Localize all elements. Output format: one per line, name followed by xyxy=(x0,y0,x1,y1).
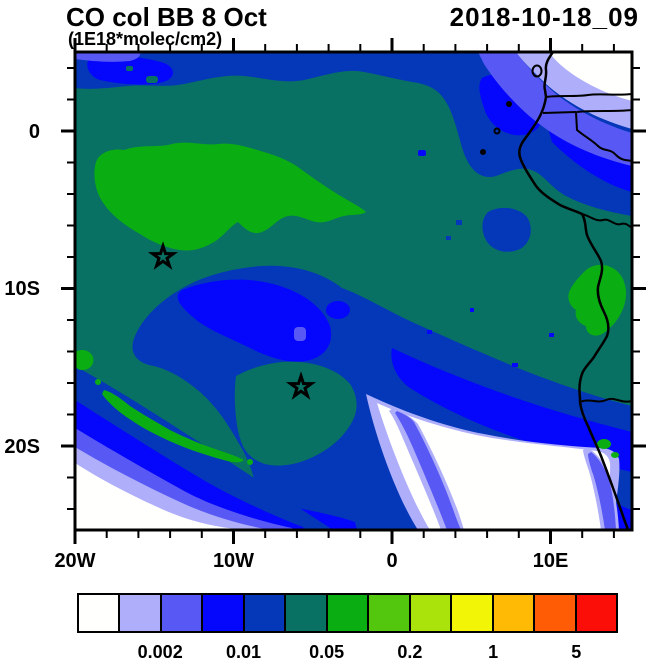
colorbar-swatch xyxy=(367,593,411,633)
tick-marks xyxy=(67,44,640,538)
speck xyxy=(247,459,253,465)
colorbar-swatch xyxy=(408,593,453,633)
contour-region-east-band-blue-core xyxy=(391,348,632,472)
speck xyxy=(418,150,426,156)
contour-region-sw-white xyxy=(75,463,250,530)
speck xyxy=(611,452,619,458)
colorbar-swatch xyxy=(491,593,536,633)
colorbar-swatch xyxy=(77,593,121,633)
island-icon xyxy=(493,127,501,135)
colorbar-swatch xyxy=(450,593,494,633)
speck xyxy=(512,363,518,367)
island-outlines xyxy=(480,64,543,155)
speck xyxy=(446,236,451,240)
plot-title: CO col BB 8 Oct xyxy=(66,2,267,32)
star-marker-icon xyxy=(285,371,317,400)
colorbar-swatch xyxy=(574,593,619,633)
contour-region-swirl-teal-tongue xyxy=(234,361,357,466)
contour-region-coastal-streak xyxy=(588,452,616,530)
colorbar-swatch xyxy=(284,593,328,633)
speck xyxy=(597,439,611,449)
colorbar-label: 0.01 xyxy=(225,642,262,662)
island-icon xyxy=(506,101,512,107)
border-line xyxy=(542,111,632,162)
y-tick-label: 0 xyxy=(29,121,40,143)
colorbar-swatch xyxy=(533,593,577,633)
contour-region-coastal-green xyxy=(568,264,626,336)
x-tick-label: 0 xyxy=(386,550,397,572)
island-icon xyxy=(480,149,486,155)
contour-region-swirl-blue-bump xyxy=(326,301,350,319)
colorbar xyxy=(77,593,619,633)
colorbar-label: 0.2 xyxy=(397,642,423,662)
map-frame xyxy=(73,50,634,532)
axis-ticks xyxy=(61,38,646,544)
colorbar-label: 5 xyxy=(571,642,582,662)
colorbar-label: 0.002 xyxy=(137,642,183,662)
colorbar-swatch xyxy=(118,593,162,633)
y-tick-label: 10S xyxy=(4,278,40,300)
x-tick-label: 10W xyxy=(213,550,254,572)
border-line xyxy=(579,397,632,403)
coastline xyxy=(518,52,630,530)
contour-region-sw-green-streak xyxy=(102,390,244,463)
speck xyxy=(294,327,306,341)
star-marker-icon xyxy=(147,241,179,270)
speck xyxy=(470,308,474,312)
contour-region-top-left-periwinkle xyxy=(75,52,141,62)
contour-region-swirl-blue-core xyxy=(177,279,332,362)
contour-region-east-patch xyxy=(482,207,531,252)
colorbar-swatch xyxy=(159,593,204,633)
speck xyxy=(456,220,462,225)
colorbar-swatch xyxy=(201,593,245,633)
speck xyxy=(126,66,133,71)
colorbar-swatch xyxy=(242,593,287,633)
colorbar-label: 0.05 xyxy=(309,642,345,662)
country-borders xyxy=(542,93,632,403)
contour-region-ne-periwinkle xyxy=(478,52,632,166)
x-tick-label: 10E xyxy=(533,550,569,572)
y-tick-label: 20S xyxy=(4,436,40,458)
border-line xyxy=(545,93,632,98)
timestamp-title: 2018-10-18_09 xyxy=(449,2,639,32)
speck xyxy=(549,333,554,337)
border-line xyxy=(581,213,632,229)
speck xyxy=(95,379,101,385)
speck xyxy=(146,76,158,83)
station-markers xyxy=(147,241,317,400)
colorbar-swatch xyxy=(325,593,370,633)
contour-region-main-plume-green xyxy=(94,142,366,251)
speck xyxy=(427,330,432,334)
contour-region-se-streak xyxy=(395,411,461,530)
contour-region-left-edge-green xyxy=(75,349,94,370)
island-icon xyxy=(531,64,543,78)
colorbar-label: 1 xyxy=(488,642,499,662)
border-line xyxy=(576,109,632,113)
tick-marks xyxy=(61,38,646,544)
contour-region-ne-white xyxy=(549,52,632,101)
x-tick-label: 20W xyxy=(54,550,95,572)
